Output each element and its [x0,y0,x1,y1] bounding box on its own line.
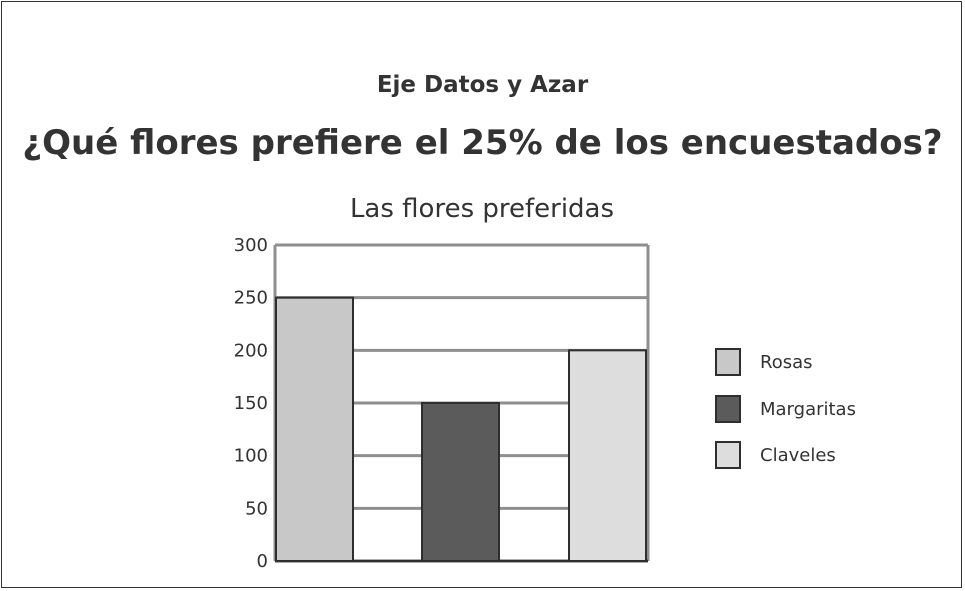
bar-rosas [275,296,354,562]
legend-label-rosas: Rosas [760,352,813,373]
subject-heading: Eje Datos y Azar [376,72,589,98]
bars [275,296,647,563]
y-axis: 0 50 100 150 200 250 300 [234,235,268,572]
legend-swatch-margaritas [715,395,741,423]
question-heading: ¿Qué flores prefiere el 25% de los encue… [22,123,943,163]
y-tick-label: 150 [234,393,268,414]
legend-swatch-claveles [715,441,741,469]
bar-claveles [568,349,647,563]
legend: Rosas Margaritas Claveles [715,348,856,469]
y-tick-label: 100 [234,446,268,467]
chart-title: Las flores preferidas [350,194,614,224]
legend-swatch-rosas [715,348,741,376]
y-tick-label: 250 [234,288,268,309]
legend-label-claveles: Claveles [760,445,836,466]
bar-margaritas [421,402,500,562]
y-tick-label: 300 [234,235,268,256]
legend-label-margaritas: Margaritas [760,399,856,420]
y-tick-label: 0 [257,551,268,572]
y-tick-label: 200 [234,340,268,361]
y-tick-label: 50 [245,498,268,519]
